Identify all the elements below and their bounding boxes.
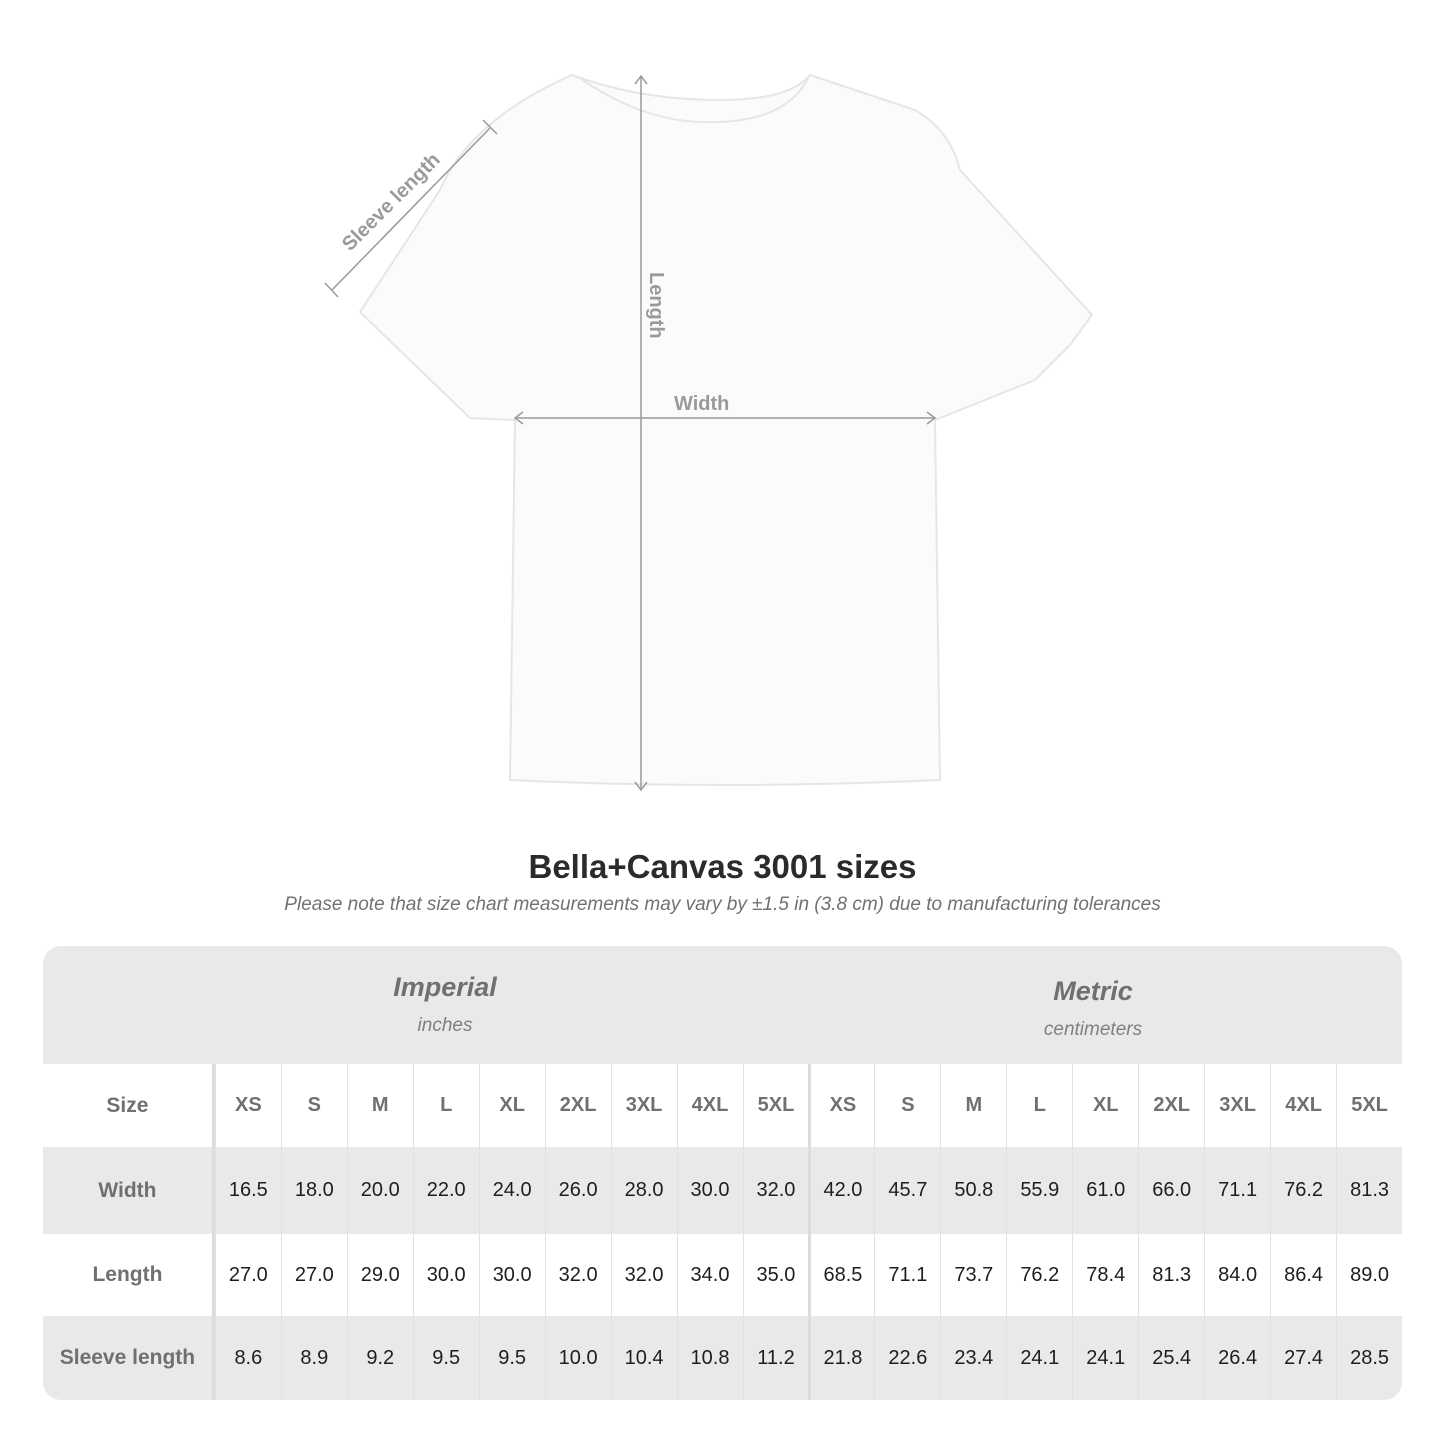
value-cell: 30.0: [676, 1147, 743, 1234]
size-header-cell: 5XL: [1336, 1064, 1402, 1147]
value-cell: 89.0: [1336, 1234, 1402, 1316]
metric-title: Metric: [1053, 976, 1133, 1006]
value-cell: 16.5: [214, 1147, 281, 1234]
value-cell: 76.2: [1270, 1147, 1336, 1234]
value-cell: 34.0: [676, 1234, 743, 1316]
size-header-cell: 3XL: [1204, 1064, 1270, 1147]
value-cell: 68.5: [808, 1234, 874, 1316]
value-cell: 26.0: [544, 1147, 611, 1234]
value-cell: 27.0: [280, 1234, 347, 1316]
size-header-cell: L: [412, 1064, 479, 1147]
value-cell: 26.4: [1204, 1316, 1270, 1400]
size-header-cell: S: [280, 1064, 347, 1147]
value-cell: 28.0: [610, 1147, 677, 1234]
sleeve-arrow: [331, 127, 491, 291]
size-header-cell: 4XL: [676, 1064, 743, 1147]
row-label: Width: [43, 1147, 215, 1234]
value-cell: 76.2: [1006, 1234, 1072, 1316]
value-cell: 11.2: [742, 1316, 809, 1400]
value-cell: 28.5: [1336, 1316, 1402, 1400]
value-cell: 8.9: [280, 1316, 347, 1400]
value-cell: 86.4: [1270, 1234, 1336, 1316]
value-cell: 45.7: [874, 1147, 940, 1234]
tolerance-note: Please note that size chart measurements…: [284, 894, 1161, 915]
size-header-cell: 4XL: [1270, 1064, 1336, 1147]
value-cell: 9.2: [346, 1316, 413, 1400]
value-cell: 81.3: [1336, 1147, 1402, 1234]
tshirt-collar: [579, 77, 809, 124]
size-header-cell: XS: [808, 1064, 874, 1147]
value-cell: 55.9: [1006, 1147, 1072, 1234]
value-cell: 27.0: [214, 1234, 281, 1316]
size-header-row: Size XS S M L XL 2XL 3XL 4XL 5XL XS S M L XL 2XL 3XL 4XL 5…: [43, 1064, 1402, 1147]
value-cell: 71.1: [874, 1234, 940, 1316]
metric-header: Metric centimeters: [893, 976, 1293, 1041]
value-cell: 21.8: [808, 1316, 874, 1400]
value-cell: 66.0: [1138, 1147, 1204, 1234]
value-cell: 23.4: [940, 1316, 1006, 1400]
value-cell: 27.4: [1270, 1316, 1336, 1400]
value-cell: 22.6: [874, 1316, 940, 1400]
value-cell: 22.0: [412, 1147, 479, 1234]
value-cell: 10.0: [544, 1316, 611, 1400]
value-cell: 9.5: [478, 1316, 545, 1400]
value-cell: 32.0: [610, 1234, 677, 1316]
row-label: Sleeve length: [43, 1316, 215, 1400]
value-cell: 25.4: [1138, 1316, 1204, 1400]
width-label: Width: [674, 393, 729, 415]
value-cell: 24.0: [478, 1147, 545, 1234]
value-cell: 71.1: [1204, 1147, 1270, 1234]
value-cell: 78.4: [1072, 1234, 1138, 1316]
value-cell: 32.0: [544, 1234, 611, 1316]
value-cell: 10.4: [610, 1316, 677, 1400]
unit-header: Imperial inches Metric centimeters: [43, 946, 1402, 1064]
value-cell: 61.0: [1072, 1147, 1138, 1234]
page-title: Bella+Canvas 3001 sizes: [528, 848, 917, 885]
value-cell: 35.0: [742, 1234, 809, 1316]
size-header-cell: XL: [1072, 1064, 1138, 1147]
size-header-cell: 2XL: [1138, 1064, 1204, 1147]
table-row: Sleeve length 8.6 8.9 9.2 9.5 9.5 10.0 10.4 10.8…: [43, 1316, 1402, 1400]
imperial-title: Imperial: [393, 972, 497, 1002]
length-label: Length: [645, 272, 667, 339]
size-header-cell: S: [874, 1064, 940, 1147]
value-cell: 10.8: [676, 1316, 743, 1400]
tshirt-diagram: Sleeve length Length Width: [324, 73, 1094, 792]
value-cell: 20.0: [346, 1147, 413, 1234]
size-header-cell: XS: [214, 1064, 281, 1147]
imperial-unit: inches: [417, 1015, 473, 1036]
metric-unit: centimeters: [1043, 1019, 1143, 1040]
value-cell: 81.3: [1138, 1234, 1204, 1316]
value-cell: 50.8: [940, 1147, 1006, 1234]
table-row: Length 27.0 27.0 29.0 30.0 30.0 32.0 32.0 34.0 35…: [43, 1234, 1402, 1316]
value-cell: 8.6: [214, 1316, 281, 1400]
imperial-header: Imperial inches: [245, 972, 645, 1037]
size-header-cell: M: [940, 1064, 1006, 1147]
size-header-cell: 3XL: [610, 1064, 677, 1147]
size-header-cell: 5XL: [742, 1064, 809, 1147]
value-cell: 18.0: [280, 1147, 347, 1234]
value-cell: 42.0: [808, 1147, 874, 1234]
value-cell: 30.0: [478, 1234, 545, 1316]
table-row: Width 16.5 18.0 20.0 22.0 24.0 26.0 28.0 30.0 32.…: [43, 1147, 1402, 1234]
value-cell: 32.0: [742, 1147, 809, 1234]
size-header-cell: M: [346, 1064, 413, 1147]
row-label: Length: [43, 1234, 215, 1316]
value-cell: 73.7: [940, 1234, 1006, 1316]
value-cell: 24.1: [1072, 1316, 1138, 1400]
size-header-cell: XL: [478, 1064, 545, 1147]
size-header-cell: L: [1006, 1064, 1072, 1147]
size-header-cell: 2XL: [544, 1064, 611, 1147]
value-cell: 29.0: [346, 1234, 413, 1316]
value-cell: 24.1: [1006, 1316, 1072, 1400]
tshirt-shape: [358, 73, 1094, 786]
value-cell: 30.0: [412, 1234, 479, 1316]
value-cell: 9.5: [412, 1316, 479, 1400]
value-cell: 84.0: [1204, 1234, 1270, 1316]
row-label: Size: [43, 1064, 215, 1147]
size-table: Imperial inches Metric centimeters Size X…: [43, 946, 1402, 1400]
